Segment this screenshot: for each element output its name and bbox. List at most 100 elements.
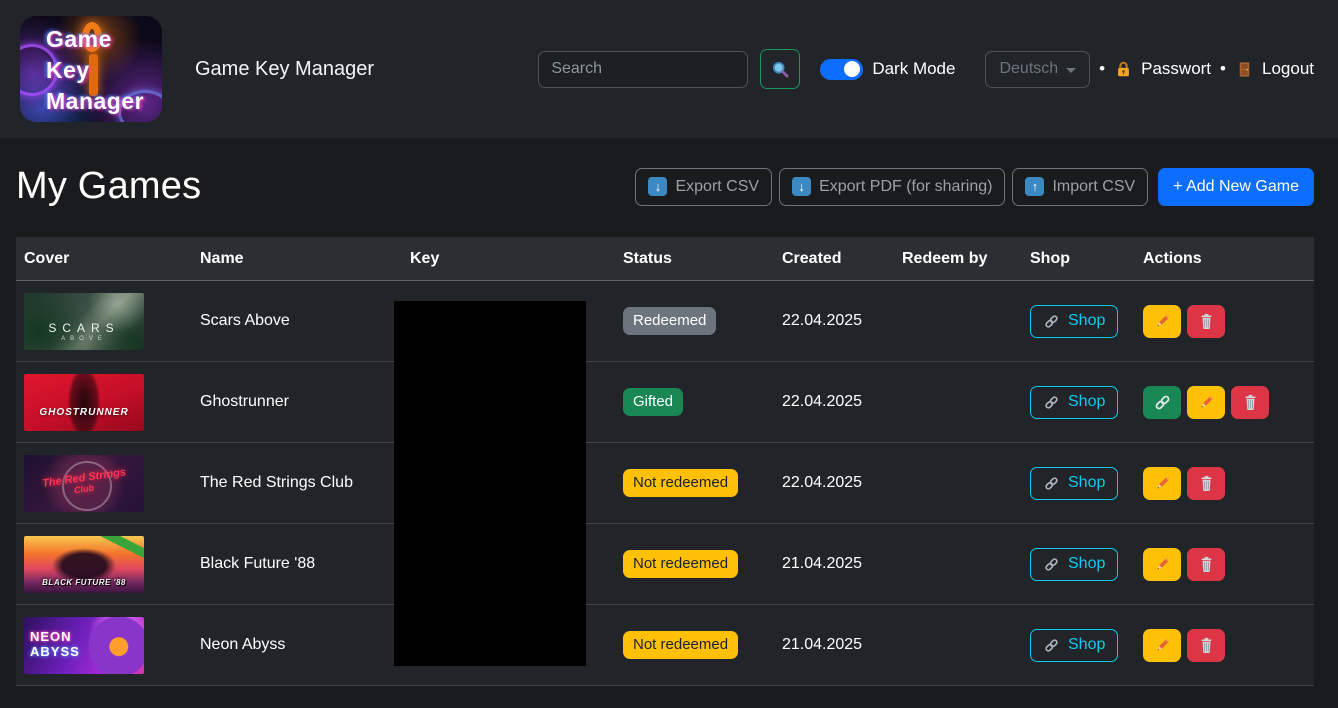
cover-art-text: BLACK FUTURE '88 bbox=[42, 578, 126, 588]
dark-mode-toggle[interactable] bbox=[820, 58, 864, 80]
cover-image: NEON ABYSS bbox=[24, 616, 144, 674]
created-date: 22.04.2025 bbox=[782, 474, 863, 491]
row-actions bbox=[1135, 385, 1314, 419]
column-header-created: Created bbox=[782, 249, 842, 267]
link-icon bbox=[1043, 394, 1060, 411]
cover-image: SCARS ABOVE bbox=[24, 292, 144, 350]
nav-separator: • bbox=[1220, 59, 1226, 78]
language-selected: Deutsch bbox=[999, 60, 1059, 77]
table-row: The Red Strings Club The Red Strings Clu… bbox=[16, 443, 1314, 524]
magnifier-icon bbox=[772, 61, 789, 78]
logo-neon-ring-2 bbox=[118, 90, 162, 122]
game-name: Black Future '88 bbox=[200, 555, 316, 572]
delete-icon bbox=[1197, 474, 1216, 493]
row-actions bbox=[1135, 304, 1314, 338]
password-link[interactable]: Passwort bbox=[1114, 59, 1211, 79]
delete-button[interactable] bbox=[1231, 385, 1269, 419]
status-badge: Not redeemed bbox=[623, 550, 739, 578]
shop-button[interactable]: Shop bbox=[1030, 628, 1119, 662]
link-icon bbox=[1043, 475, 1060, 492]
status-badge: Not redeemed bbox=[623, 631, 739, 659]
delete-icon bbox=[1197, 636, 1216, 655]
table-row: SCARS ABOVE Scars Above Redeemed 22.04.2… bbox=[16, 281, 1314, 362]
cover-image: GHOSTRUNNER bbox=[24, 373, 144, 431]
game-name: Scars Above bbox=[200, 312, 290, 329]
delete-button[interactable] bbox=[1187, 304, 1225, 338]
logo-key-icon bbox=[82, 22, 102, 52]
download-icon: ↓ bbox=[792, 177, 812, 196]
logo-key-stem bbox=[89, 54, 98, 96]
app-logo[interactable]: Game Key Manager bbox=[20, 16, 162, 122]
table-row: BLACK FUTURE '88 Black Future '88 Not re… bbox=[16, 524, 1314, 605]
upload-icon: ↑ bbox=[1025, 177, 1045, 196]
created-date: 22.04.2025 bbox=[782, 312, 863, 329]
link-icon bbox=[1043, 556, 1060, 573]
page-title: My Games bbox=[16, 165, 202, 207]
search-input[interactable] bbox=[538, 50, 749, 88]
shop-button[interactable]: Shop bbox=[1030, 466, 1119, 500]
table-row: NEON ABYSS Neon Abyss Not redeemed 21.04… bbox=[16, 605, 1314, 686]
link-icon bbox=[1153, 393, 1172, 412]
edit-icon bbox=[1153, 555, 1172, 574]
toolbar: ↓ Export CSV ↓ Export PDF (for sharing) … bbox=[635, 167, 1314, 206]
row-actions bbox=[1135, 628, 1314, 662]
cover-art-text: GHOSTRUNNER bbox=[39, 407, 129, 418]
table-row: GHOSTRUNNER Ghostrunner Gifted 22.04.202… bbox=[16, 362, 1314, 443]
table-header: Cover Name Key Status Created Redeem by Shop Ac… bbox=[16, 237, 1314, 281]
language-dropdown[interactable]: Deutsch bbox=[985, 50, 1091, 88]
shop-button[interactable]: Shop bbox=[1030, 547, 1119, 581]
logout-link[interactable]: Logout bbox=[1235, 59, 1314, 79]
search-button[interactable] bbox=[760, 49, 801, 89]
download-icon: ↓ bbox=[648, 177, 668, 196]
row-actions bbox=[1135, 466, 1314, 500]
main-content: My Games ↓ Export CSV ↓ Export PDF (for … bbox=[0, 138, 1338, 686]
column-header-actions: Actions bbox=[1143, 249, 1202, 267]
column-header-redeem-by: Redeem by bbox=[902, 249, 988, 267]
navbar: Game Key Manager Game Key Manager Dark M… bbox=[0, 0, 1338, 138]
column-header-key: Key bbox=[410, 249, 440, 267]
cover-art-text: NEON bbox=[30, 629, 72, 645]
edit-button[interactable] bbox=[1143, 304, 1181, 338]
logo-text: Game Key Manager bbox=[46, 26, 145, 114]
import-csv-button[interactable]: ↑ Import CSV bbox=[1012, 167, 1149, 206]
status-badge: Gifted bbox=[623, 388, 684, 416]
chevron-down-icon bbox=[1066, 67, 1077, 73]
created-date: 22.04.2025 bbox=[782, 393, 863, 410]
export-pdf-button[interactable]: ↓ Export PDF (for sharing) bbox=[779, 167, 1006, 206]
column-header-cover: Cover bbox=[24, 249, 70, 267]
edit-button[interactable] bbox=[1143, 628, 1181, 662]
games-table: Cover Name Key Status Created Redeem by Shop Ac… bbox=[16, 237, 1314, 686]
add-new-game-button[interactable]: + Add New Game bbox=[1158, 167, 1314, 206]
edit-icon bbox=[1153, 636, 1172, 655]
shop-button[interactable]: Shop bbox=[1030, 304, 1119, 338]
game-name: The Red Strings Club bbox=[200, 474, 353, 491]
edit-button[interactable] bbox=[1143, 547, 1181, 581]
delete-button[interactable] bbox=[1187, 628, 1225, 662]
row-actions bbox=[1135, 547, 1314, 581]
door-icon bbox=[1239, 61, 1250, 77]
link-icon bbox=[1043, 313, 1060, 330]
edit-button[interactable] bbox=[1187, 385, 1225, 419]
dark-mode-label: Dark Mode bbox=[872, 59, 956, 78]
delete-icon bbox=[1197, 555, 1216, 574]
edit-button[interactable] bbox=[1143, 466, 1181, 500]
shop-button[interactable]: Shop bbox=[1030, 385, 1119, 419]
created-date: 21.04.2025 bbox=[782, 636, 863, 653]
cover-art-text: Club bbox=[73, 482, 95, 496]
delete-button[interactable] bbox=[1187, 547, 1225, 581]
link-button[interactable] bbox=[1143, 385, 1181, 419]
delete-button[interactable] bbox=[1187, 466, 1225, 500]
cover-image: BLACK FUTURE '88 bbox=[24, 535, 144, 593]
logo-neon-ring bbox=[20, 44, 58, 96]
cover-image: The Red Strings Club bbox=[24, 454, 144, 512]
nav-separator: • bbox=[1099, 59, 1106, 78]
column-header-status: Status bbox=[623, 249, 672, 267]
created-date: 21.04.2025 bbox=[782, 555, 863, 572]
delete-icon bbox=[1241, 393, 1260, 412]
column-header-name: Name bbox=[200, 249, 244, 267]
export-csv-button[interactable]: ↓ Export CSV bbox=[635, 167, 773, 206]
cover-art-text: SCARS bbox=[48, 320, 120, 335]
link-icon bbox=[1043, 637, 1060, 654]
column-header-shop: Shop bbox=[1030, 249, 1070, 267]
cover-art-text: ABYSS bbox=[30, 644, 80, 659]
